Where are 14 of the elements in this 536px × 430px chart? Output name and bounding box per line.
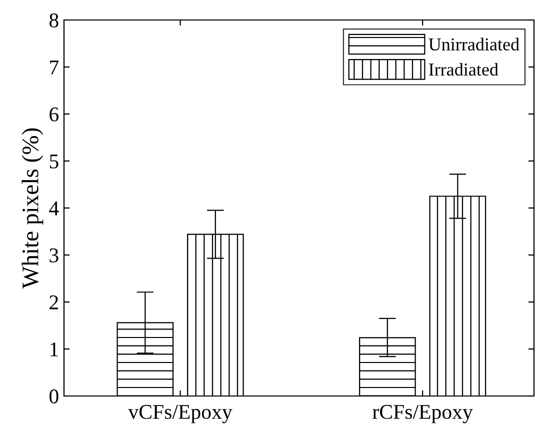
y-tick-label: 8	[50, 13, 58, 28]
legend-label: Unirradiated	[428, 38, 520, 51]
y-tick-label: 1	[50, 342, 58, 356]
legend-label: Irradiated	[428, 62, 498, 76]
y-tick-label: 4	[49, 202, 59, 216]
y-tick-label: 5	[50, 154, 58, 168]
y-tick-label: 7	[50, 60, 59, 74]
y-tick-label: 6	[50, 107, 59, 122]
y-tick-label: 3	[50, 248, 58, 262]
y-tick-label: 2	[50, 295, 58, 310]
y-axis-title: White pixels (%)	[22, 128, 44, 289]
y-tick-label: 0	[50, 389, 58, 404]
x-tick-label: vCFs/Epoxy	[128, 404, 232, 424]
x-tick-label: rCFs/Epoxy	[372, 404, 473, 424]
